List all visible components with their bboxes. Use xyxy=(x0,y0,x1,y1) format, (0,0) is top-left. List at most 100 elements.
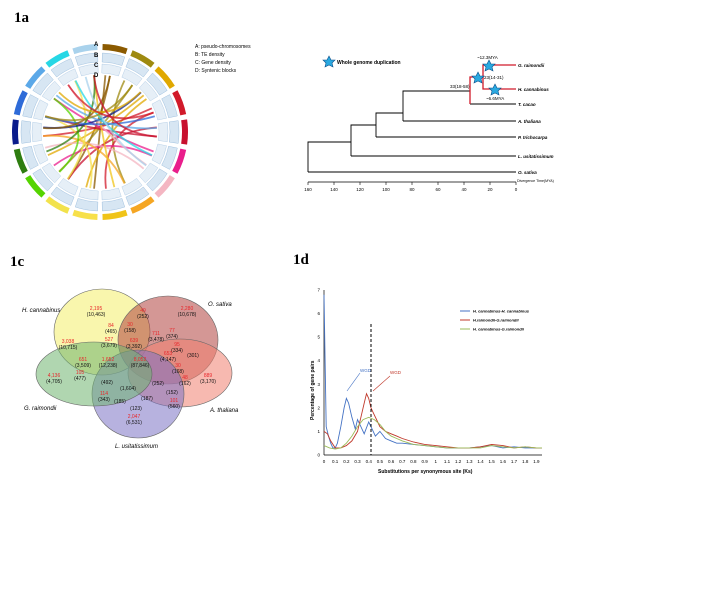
ks-series-line xyxy=(323,392,542,449)
gene-density-ring xyxy=(78,187,99,201)
venn-total-count: (374) xyxy=(166,334,178,340)
x-tick-label: 0 xyxy=(323,459,326,464)
chromosome-arc xyxy=(45,50,70,68)
venn-unique-count: 114 xyxy=(100,391,108,397)
te-density-ring xyxy=(161,146,178,170)
time-axis-tick-label: 160 xyxy=(304,187,312,192)
y-tick-label: 0 xyxy=(317,453,320,458)
x-tick-label: 0.7 xyxy=(399,459,406,464)
chromosome-arc xyxy=(25,66,46,89)
venn-diagram: 2,195(10,463) 2,280(10,678) 889(3,170) 2,04… xyxy=(22,288,239,450)
node-label: 23(14-31) xyxy=(484,75,504,80)
x-tick-label: 1.9 xyxy=(533,459,540,464)
y-tick-label: 6 xyxy=(317,311,320,316)
circos-legend-d: D: Syntenic blocks xyxy=(195,68,237,74)
syntenic-link xyxy=(104,111,154,189)
syntenic-link xyxy=(46,75,96,153)
venn-total-count: (187) xyxy=(141,396,153,402)
legend-entry: H. cannabinus-G.raimondii xyxy=(473,327,525,332)
chromosome-arc xyxy=(102,209,128,220)
venn-total-count: (10,715) xyxy=(59,345,78,351)
wgd-annotation: WGD xyxy=(360,368,372,373)
syntenic-link xyxy=(85,98,147,188)
chromosome-arc xyxy=(130,50,155,68)
wgd-annotation: WGD xyxy=(390,370,402,375)
venn-unique-count: 105 xyxy=(76,370,85,376)
te-density-ring xyxy=(50,58,75,78)
ks-y-label: Percentage of gene pairs xyxy=(310,360,316,420)
gene-density-ring xyxy=(101,63,122,77)
x-tick-label: 0.9 xyxy=(421,459,428,464)
taxon-label: H. cannabinus xyxy=(518,87,549,92)
te-density-ring xyxy=(125,186,150,206)
ks-x-label: Substitutions per synonymous site (Ks) xyxy=(378,469,473,475)
gene-density-ring xyxy=(57,178,79,196)
taxon-label: A. thaliana xyxy=(517,119,541,124)
venn-total-count: (123) xyxy=(130,406,142,412)
y-tick-label: 7 xyxy=(317,288,320,293)
taxon-label: G. raimondii xyxy=(518,63,545,68)
gene-density-ring xyxy=(41,162,61,183)
syntenic-link xyxy=(43,75,111,130)
chromosome-arc xyxy=(11,119,19,145)
venn-unique-count: 2,047 xyxy=(128,414,141,420)
phylogenetic-tree: Whole genome duplication ~12.3MYA 23(14-… xyxy=(304,55,554,192)
taxon-label: P. trichocarpa xyxy=(518,135,548,140)
venn-unique-count: 2,195 xyxy=(90,306,103,312)
gene-density-ring xyxy=(121,178,143,196)
venn-unique-count: 651 xyxy=(79,357,88,363)
pseudo-chromosome-ring xyxy=(11,44,188,220)
te-density-ring xyxy=(169,120,180,144)
te-density-ring xyxy=(22,146,39,170)
venn-unique-count: 8,052 xyxy=(134,357,147,363)
x-tick-label: 1.1 xyxy=(444,459,451,464)
wgd-star-icon xyxy=(482,59,496,72)
venn-total-count: (3,478) xyxy=(148,337,164,343)
gene-density-ring xyxy=(158,122,169,142)
venn-unique-count: 101 xyxy=(170,398,179,404)
venn-total-count: (334) xyxy=(171,348,183,354)
gene-density-ring xyxy=(33,143,49,165)
time-axis-tick-label: 80 xyxy=(409,187,415,192)
x-tick-label: 1.3 xyxy=(466,459,473,464)
venn-total-count: (1,604) xyxy=(120,386,136,392)
node-label: ~6.6MYA xyxy=(486,96,504,101)
syntenic-link xyxy=(44,142,145,170)
venn-unique-count: 653 xyxy=(164,351,173,357)
venn-total-count: (185) xyxy=(114,399,126,405)
x-tick-label: 1.8 xyxy=(522,459,529,464)
chromosome-arc xyxy=(45,196,70,214)
gene-density-ring xyxy=(41,81,61,102)
ks-distribution-chart: 0 1 2 3 4 5 6 7 0 0.1 0.2 0.3 0.4 0.5 0.6 0.7 0.8 0.9 1 1.1… xyxy=(310,288,542,475)
taxon-label: T. cacao xyxy=(518,102,536,107)
syntenic-link xyxy=(84,76,147,167)
venn-unique-count: 95 xyxy=(174,342,180,348)
ring-letter-c: C xyxy=(94,63,99,69)
te-density-ring xyxy=(20,120,31,144)
venn-total-count: (3,392) xyxy=(126,344,142,350)
y-tick-label: 4 xyxy=(317,358,320,363)
chromosome-arc xyxy=(130,196,155,214)
te-density-ring xyxy=(32,72,54,96)
te-density-ring xyxy=(22,94,39,118)
panel-label-a: 1a xyxy=(14,10,29,26)
wgd-legend-star-icon xyxy=(322,55,336,68)
venn-unique-count: 2,280 xyxy=(181,306,194,312)
legend-entry: H. cannabinus-H. cannabinus xyxy=(473,309,530,314)
chromosome-arc xyxy=(154,66,175,89)
circos-legend-b: B: TE density xyxy=(195,52,225,58)
circos-legend-c: C: Gene density xyxy=(195,60,231,66)
species-label: G. raimondii xyxy=(24,406,57,412)
venn-total-count: (3,679) xyxy=(101,343,117,349)
venn-total-count: (560) xyxy=(168,404,180,410)
wgd-star-icon xyxy=(488,83,502,96)
time-axis-title: Divergence Time(MYA) xyxy=(517,179,554,183)
venn-total-count: (10,678) xyxy=(178,312,197,318)
syntenic-link xyxy=(44,84,134,122)
venn-total-count: (4,705) xyxy=(46,379,62,385)
gene-density-ring xyxy=(57,68,79,86)
venn-total-count: (152) xyxy=(166,390,178,396)
x-tick-label: 0.2 xyxy=(343,459,350,464)
venn-total-count: (6,531) xyxy=(126,420,142,426)
wgd-star-icon xyxy=(471,71,485,84)
